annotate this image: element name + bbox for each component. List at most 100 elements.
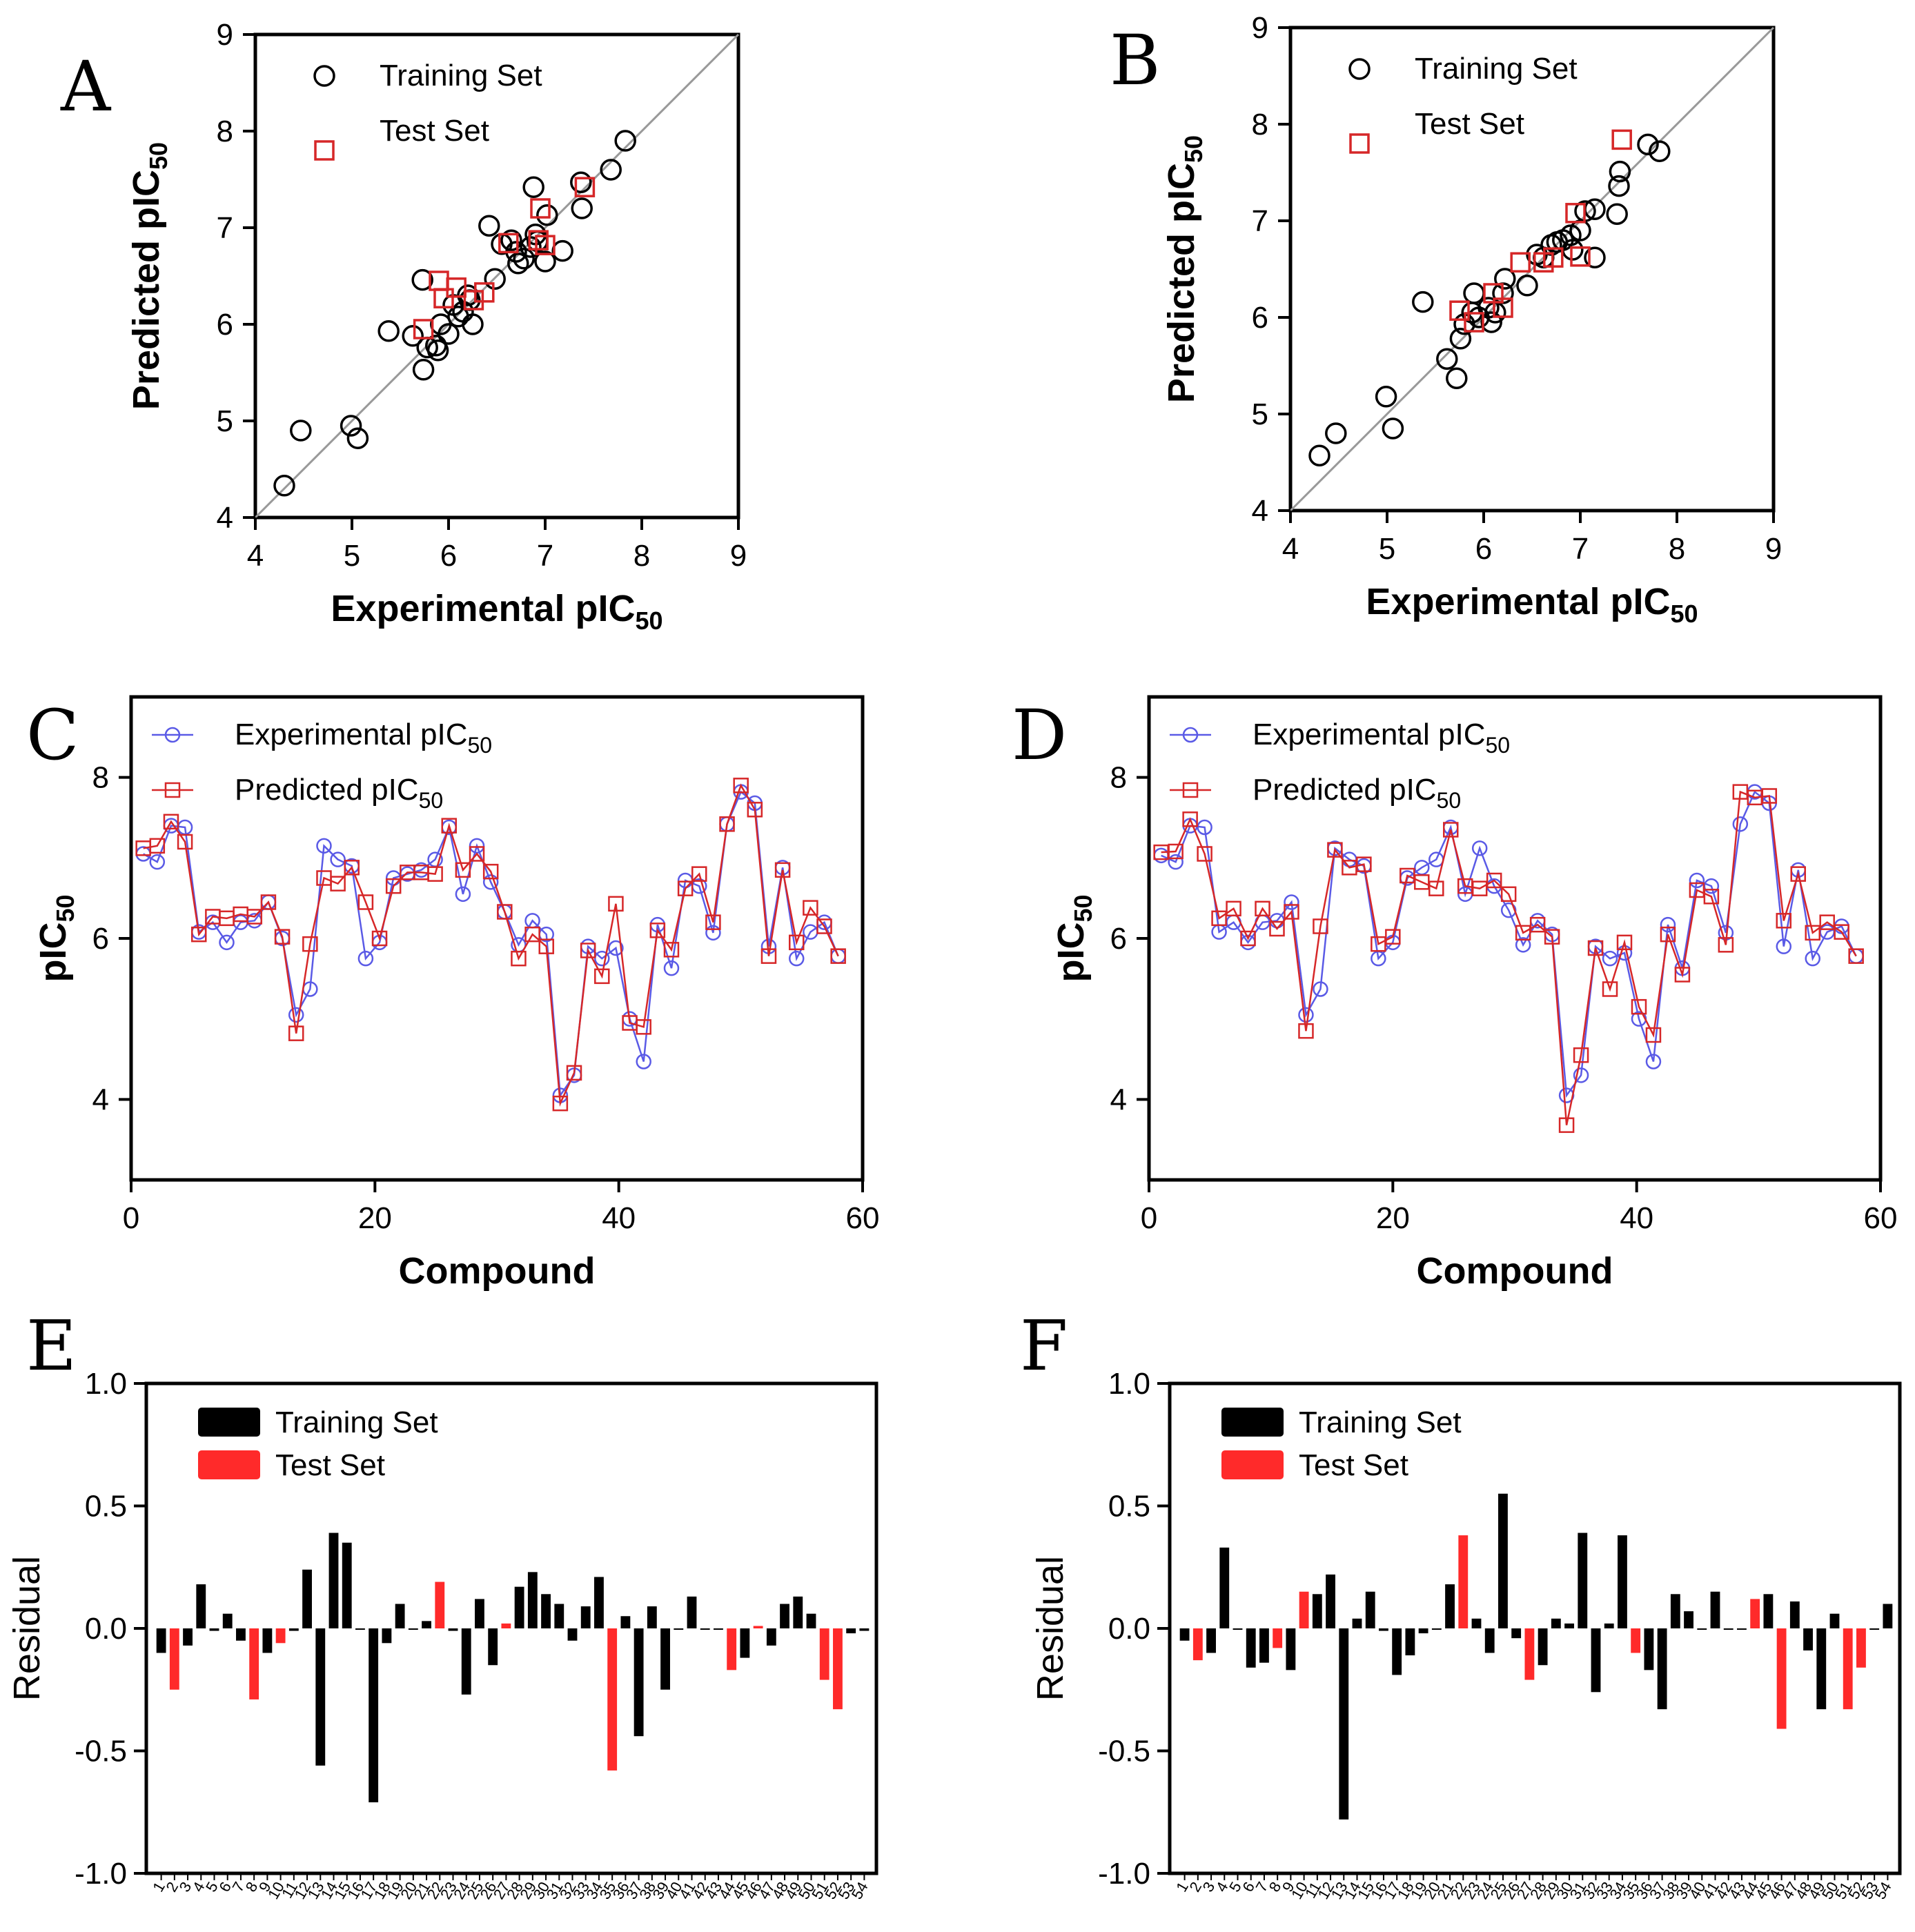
data-point-square	[1805, 925, 1820, 941]
residual-bar	[859, 1628, 870, 1631]
residual-bar	[1803, 1628, 1813, 1650]
residual-bar	[793, 1596, 803, 1628]
residual-bar	[1710, 1591, 1720, 1628]
residual-bar	[435, 1581, 445, 1628]
data-point-circle	[614, 130, 636, 152]
series-test-set	[1449, 129, 1632, 333]
legend-marker-square	[314, 140, 335, 161]
data-point-square	[260, 894, 277, 910]
y-tick-label: -1.0	[75, 1857, 127, 1891]
data-point-square	[433, 288, 454, 308]
residual-bar	[660, 1628, 670, 1690]
data-point-square	[1611, 129, 1632, 150]
data-point-square	[608, 896, 624, 912]
residual-bar	[1192, 1628, 1203, 1661]
y-tick-label: 4	[217, 501, 233, 535]
data-point-circle	[1660, 916, 1676, 933]
residual-bar	[1591, 1628, 1601, 1693]
data-point-square	[760, 948, 777, 964]
y-tick-label: 5	[217, 404, 233, 438]
data-point-circle	[1436, 348, 1458, 370]
residual-bar	[169, 1628, 179, 1690]
data-point-square	[302, 936, 318, 952]
y-tick-label: -1.0	[1098, 1857, 1150, 1891]
data-point-circle	[273, 475, 295, 497]
data-point-circle	[1382, 417, 1404, 440]
residual-bar	[1259, 1628, 1269, 1663]
data-point-square	[441, 818, 457, 834]
legend-label: Predicted pIC50	[1253, 773, 1461, 813]
data-point-square	[1182, 811, 1198, 827]
data-point-square	[288, 1025, 304, 1041]
y-axis-title-main: Predicted pIC	[126, 170, 167, 410]
data-point-square	[482, 863, 499, 880]
legend-marker-circle	[1182, 727, 1199, 743]
residual-bar	[275, 1628, 286, 1644]
data-point-square	[246, 909, 263, 925]
x-tick-label: 0	[1141, 1201, 1157, 1235]
y-tick-label: -0.5	[75, 1735, 127, 1768]
data-point-square	[1761, 788, 1778, 804]
data-point-square	[1356, 856, 1372, 872]
legend-label: Predicted pIC50	[235, 773, 443, 813]
residual-bar	[262, 1628, 273, 1653]
x-tick-label: 20	[1376, 1201, 1410, 1235]
data-point-square	[497, 904, 513, 920]
data-point-circle	[1608, 175, 1630, 197]
data-point-square	[1573, 1047, 1589, 1063]
y-tick-label: 9	[1252, 11, 1268, 45]
residual-bar	[1206, 1628, 1216, 1653]
x-axis-title-sub: 50	[636, 607, 663, 635]
data-point-circle	[594, 950, 610, 967]
data-point-square	[1834, 924, 1849, 940]
data-point-circle	[340, 415, 362, 437]
y-tick-label: 4	[1252, 494, 1268, 528]
data-point-circle	[1168, 854, 1184, 870]
residual-bar	[1524, 1628, 1535, 1680]
data-point-square	[1660, 926, 1676, 943]
residual-bar	[1723, 1628, 1734, 1630]
y-tick-label: 4	[1110, 1083, 1127, 1116]
y-tick-label: 9	[217, 18, 233, 52]
data-point-square	[1558, 1117, 1575, 1133]
data-point-circle	[571, 197, 593, 219]
data-point-square	[538, 938, 554, 954]
data-point-square	[1240, 930, 1256, 947]
residual-bar	[1538, 1628, 1548, 1666]
residual-bar	[501, 1623, 511, 1628]
data-point-square	[691, 866, 707, 882]
y-tick-label: 8	[1110, 761, 1127, 795]
residual-bar	[580, 1606, 591, 1628]
data-point-square	[528, 230, 549, 250]
data-point-square	[1674, 967, 1691, 983]
series-predicted	[1153, 784, 1864, 1133]
residual-bar	[1484, 1628, 1495, 1653]
legend-label: Training Set	[1299, 1406, 1462, 1439]
panel-letter-a: A	[60, 46, 112, 127]
residual-bar	[382, 1628, 392, 1644]
residual-bar	[1365, 1591, 1375, 1628]
data-point-square	[1819, 914, 1835, 930]
y-tick-label: 5	[1252, 397, 1268, 431]
residual-bar	[422, 1621, 431, 1628]
legend-swatch	[1221, 1408, 1284, 1437]
residual-bar	[1564, 1623, 1574, 1628]
x-tick-label: 20	[358, 1201, 392, 1235]
residual-bar	[514, 1586, 524, 1628]
x-tick-label: 6	[1475, 532, 1492, 566]
series-training-set	[273, 130, 636, 497]
x-axis-title: Experimental pIC50	[331, 588, 662, 635]
data-point-circle	[1313, 981, 1328, 997]
data-point-square	[677, 880, 694, 896]
residual-bar	[1869, 1628, 1880, 1630]
residual-bar	[1273, 1628, 1283, 1648]
series-training-set	[1308, 133, 1671, 466]
data-point-square	[1211, 910, 1227, 927]
data-point-circle	[1805, 950, 1820, 967]
panel-e: E 1.00.50.0-0.5-1.0Residual12345678910111…	[6, 1305, 878, 1902]
panel-letter-b: B	[1110, 20, 1161, 101]
residual-bar	[1551, 1618, 1561, 1628]
residual-bar	[1789, 1601, 1800, 1628]
data-point-square	[649, 923, 666, 938]
